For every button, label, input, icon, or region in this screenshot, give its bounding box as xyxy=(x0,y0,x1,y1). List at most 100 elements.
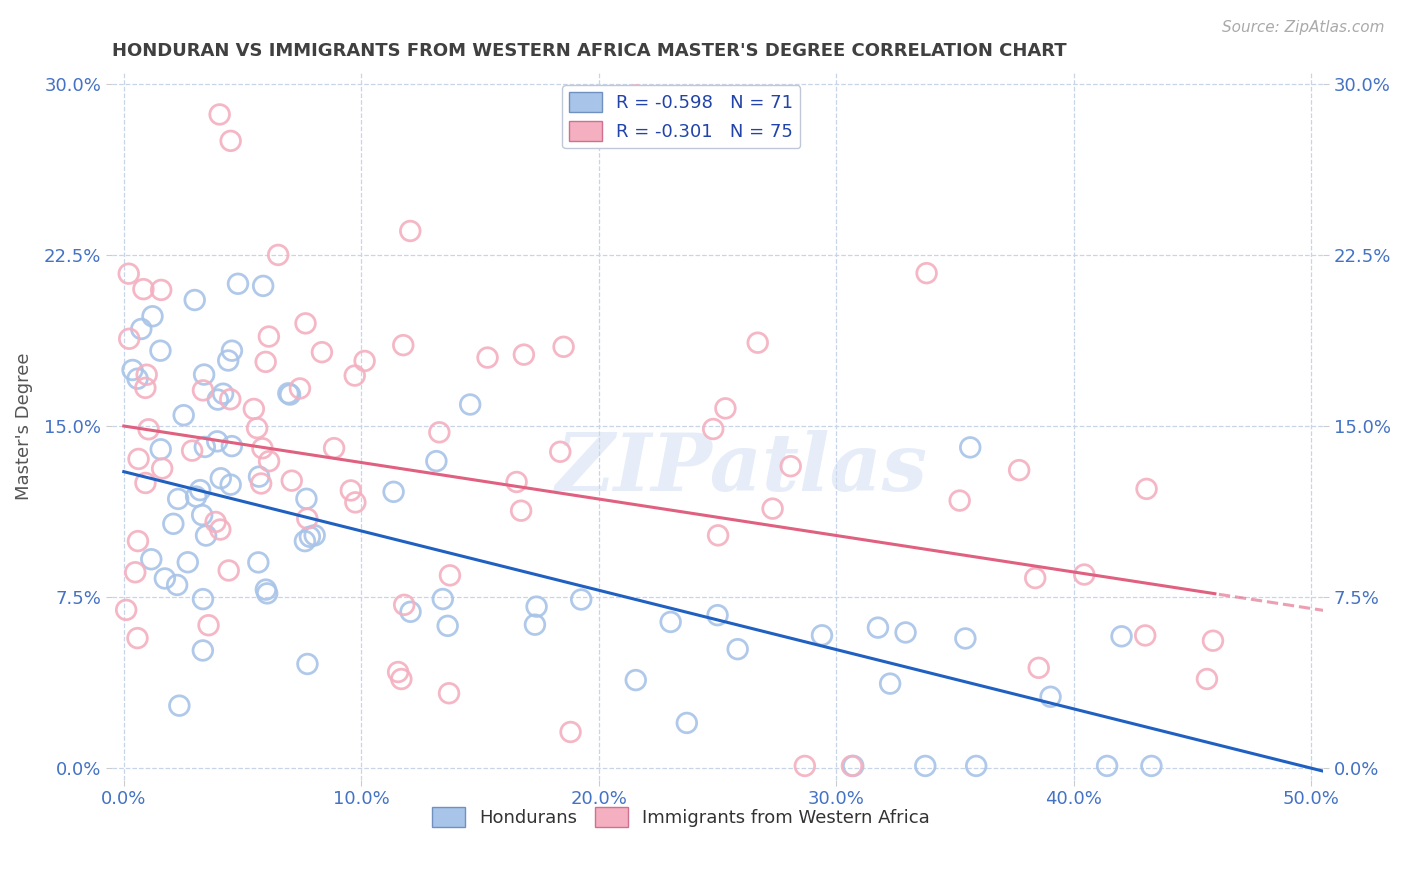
Point xyxy=(141,552,163,566)
Point xyxy=(277,386,299,401)
Point xyxy=(387,665,409,679)
Point xyxy=(1135,482,1157,496)
Point xyxy=(121,363,143,377)
Point xyxy=(1202,633,1225,648)
Legend: Hondurans, Immigrants from Western Africa: Hondurans, Immigrants from Western Afric… xyxy=(425,800,938,834)
Point xyxy=(256,586,278,600)
Point xyxy=(323,441,346,455)
Point xyxy=(458,397,481,411)
Point xyxy=(250,476,273,491)
Point xyxy=(288,381,311,395)
Point xyxy=(150,461,173,475)
Point xyxy=(252,442,274,456)
Point xyxy=(297,511,319,525)
Point xyxy=(118,267,141,281)
Point xyxy=(177,555,200,569)
Point xyxy=(761,501,783,516)
Text: ZIPatlas: ZIPatlas xyxy=(555,430,928,508)
Point xyxy=(569,592,592,607)
Point xyxy=(294,534,316,549)
Point xyxy=(439,568,461,582)
Point xyxy=(779,459,801,474)
Point xyxy=(707,528,730,542)
Point xyxy=(193,368,215,382)
Point xyxy=(811,628,834,642)
Point xyxy=(340,483,363,498)
Point xyxy=(247,469,270,483)
Point xyxy=(436,619,458,633)
Point xyxy=(437,686,460,700)
Point xyxy=(188,483,211,497)
Point xyxy=(1095,759,1118,773)
Point xyxy=(221,439,243,453)
Point xyxy=(127,534,149,549)
Point xyxy=(219,392,242,407)
Point xyxy=(181,443,204,458)
Point xyxy=(523,617,546,632)
Point xyxy=(714,401,737,416)
Point xyxy=(297,657,319,671)
Point xyxy=(894,625,917,640)
Point xyxy=(132,282,155,296)
Point xyxy=(149,442,172,457)
Point xyxy=(399,224,422,238)
Point xyxy=(257,454,280,468)
Point xyxy=(548,444,571,458)
Point xyxy=(298,530,321,544)
Point xyxy=(153,572,176,586)
Point xyxy=(1073,567,1095,582)
Point xyxy=(247,555,270,569)
Point xyxy=(219,477,242,491)
Point xyxy=(278,387,301,401)
Point xyxy=(209,471,232,485)
Point xyxy=(965,759,987,773)
Point xyxy=(304,528,326,542)
Point xyxy=(1195,672,1218,686)
Point xyxy=(702,422,724,436)
Point xyxy=(195,528,218,542)
Point xyxy=(134,475,156,490)
Point xyxy=(191,592,214,607)
Point xyxy=(221,343,243,358)
Point xyxy=(267,248,290,262)
Point xyxy=(135,368,157,382)
Point xyxy=(138,422,160,436)
Point xyxy=(659,615,682,629)
Point xyxy=(1140,759,1163,773)
Point xyxy=(1024,571,1046,585)
Point xyxy=(624,88,647,103)
Point xyxy=(1028,661,1050,675)
Point xyxy=(219,134,242,148)
Point xyxy=(955,632,977,646)
Point xyxy=(624,673,647,687)
Point xyxy=(212,386,235,401)
Point xyxy=(675,715,697,730)
Point xyxy=(382,484,405,499)
Point xyxy=(191,384,214,398)
Point xyxy=(141,310,163,324)
Text: Source: ZipAtlas.com: Source: ZipAtlas.com xyxy=(1222,20,1385,35)
Point xyxy=(295,491,318,506)
Point xyxy=(208,107,231,121)
Point xyxy=(706,608,728,623)
Point xyxy=(879,676,901,690)
Point xyxy=(959,441,981,455)
Point xyxy=(841,759,863,773)
Point xyxy=(392,598,415,612)
Point xyxy=(949,493,972,508)
Point xyxy=(1111,629,1133,643)
Point xyxy=(432,592,454,607)
Y-axis label: Master's Degree: Master's Degree xyxy=(15,352,32,500)
Point xyxy=(343,368,366,383)
Text: HONDURAN VS IMMIGRANTS FROM WESTERN AFRICA MASTER'S DEGREE CORRELATION CHART: HONDURAN VS IMMIGRANTS FROM WESTERN AFRI… xyxy=(112,42,1067,60)
Point xyxy=(127,631,149,645)
Point xyxy=(294,317,316,331)
Point xyxy=(197,618,219,632)
Point xyxy=(191,643,214,657)
Point xyxy=(914,759,936,773)
Point xyxy=(727,642,749,657)
Point xyxy=(477,351,499,365)
Point xyxy=(173,408,195,422)
Point xyxy=(513,348,536,362)
Point xyxy=(526,599,548,614)
